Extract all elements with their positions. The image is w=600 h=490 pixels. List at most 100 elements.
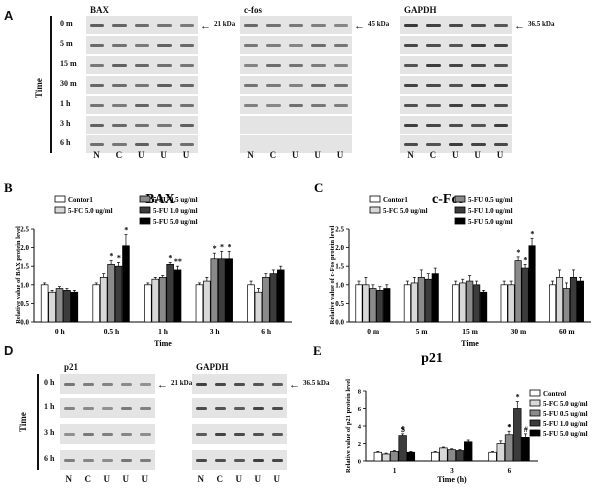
protein-band: [288, 103, 304, 107]
significance-mark: $: [401, 425, 405, 434]
protein-band: [426, 123, 441, 127]
protein-band: [112, 63, 127, 67]
protein-band: [179, 63, 194, 67]
time-axis-line: [37, 374, 39, 470]
protein-band: [404, 43, 419, 47]
protein-band: [426, 43, 441, 47]
time-axis-line: [50, 16, 52, 153]
y-tick-label: 1.0: [335, 281, 344, 289]
bar: [158, 277, 167, 323]
y-tick-label: 0.0: [335, 319, 344, 327]
bar: [99, 277, 108, 323]
blot-title: p21: [64, 362, 79, 372]
protein-band: [493, 23, 508, 27]
bar: [114, 265, 123, 323]
legend-label: 5-FU 1.0 ug/ml: [543, 420, 588, 428]
significance-mark: *: [168, 253, 172, 262]
time-point-label: 15 m: [60, 59, 77, 68]
protein-band: [448, 43, 464, 47]
bar: [473, 284, 481, 323]
protein-band: [471, 43, 486, 47]
protein-band: [140, 406, 151, 410]
protein-band: [90, 23, 105, 27]
protein-band: [234, 458, 245, 462]
protein-band: [215, 432, 226, 436]
lane-label: N: [407, 150, 414, 160]
lane-label: U: [292, 150, 299, 160]
lane-label: C: [269, 150, 277, 160]
protein-band: [234, 406, 245, 410]
protein-band: [83, 432, 94, 436]
panel-label: E: [313, 343, 322, 358]
blot-strip: [240, 16, 352, 34]
bar: [521, 437, 530, 462]
bar: [513, 408, 522, 462]
legend-label: 5-FU 1.0 ug/ml: [153, 207, 198, 215]
time-point-label: 3 h: [44, 428, 55, 437]
protein-band: [134, 43, 150, 47]
y-tick-label: 6: [358, 406, 362, 413]
bar: [383, 288, 391, 323]
legend-swatch: [529, 389, 541, 397]
protein-band: [215, 406, 226, 410]
protein-band: [102, 432, 113, 436]
protein-band: [426, 142, 441, 146]
significance-mark: *: [117, 253, 121, 262]
y-axis-label: Relative value of BAX protein level: [15, 226, 22, 324]
marker-label: 45 kDa: [368, 20, 390, 28]
lane-label: U: [336, 150, 344, 160]
protein-band: [90, 43, 105, 47]
bar: [55, 288, 64, 323]
panel-label: B: [4, 180, 13, 195]
bar: [431, 451, 440, 462]
bar: [92, 284, 101, 323]
protein-band: [157, 63, 172, 67]
protein-band: [157, 23, 172, 27]
bar: [410, 282, 418, 323]
bar: [521, 267, 529, 323]
blot-strip: [60, 398, 155, 418]
protein-band: [333, 63, 348, 67]
y-tick-label: 4: [358, 424, 362, 431]
bar: [210, 258, 219, 323]
lane-label: U: [452, 150, 459, 160]
bar: [464, 441, 473, 462]
blot-strip: [86, 36, 198, 54]
bar: [390, 451, 399, 462]
bar: [381, 453, 391, 462]
lane-label: C: [84, 474, 92, 484]
lane-label: U: [103, 474, 111, 484]
blot-strip: [400, 116, 512, 134]
protein-band: [112, 142, 127, 146]
protein-band: [112, 43, 127, 47]
protein-band: [121, 406, 132, 410]
bar: [439, 447, 448, 462]
protein-band: [426, 23, 441, 27]
legend-label: 5-FU 1.0 ug/ml: [468, 207, 513, 215]
protein-band: [83, 458, 94, 462]
bar: [569, 277, 578, 323]
protein-band: [112, 123, 127, 127]
lane-label: U: [235, 474, 243, 484]
protein-band: [288, 43, 304, 47]
lane-label: U: [141, 474, 149, 484]
bar: [507, 284, 515, 323]
protein-band: [471, 123, 486, 127]
protein-band: [333, 103, 348, 107]
protein-band: [140, 382, 151, 386]
legend-label: 5-FC 5.0 ug/ml: [68, 207, 113, 215]
bar: [217, 258, 226, 323]
significance-mark: *: [227, 242, 231, 251]
marker-arrow: ←: [157, 379, 168, 391]
protein-band: [64, 432, 75, 436]
blot-strip: [86, 76, 198, 94]
legend-label: Contor1: [68, 196, 93, 204]
blot-strip: [86, 56, 198, 74]
protein-band: [426, 83, 441, 87]
y-tick-label: 1.0: [20, 281, 29, 289]
bar: [480, 291, 488, 323]
blot-strip: [400, 96, 512, 114]
legend-swatch: [54, 195, 66, 203]
protein-band: [448, 83, 464, 87]
time-point-label: 0 m: [60, 19, 73, 28]
